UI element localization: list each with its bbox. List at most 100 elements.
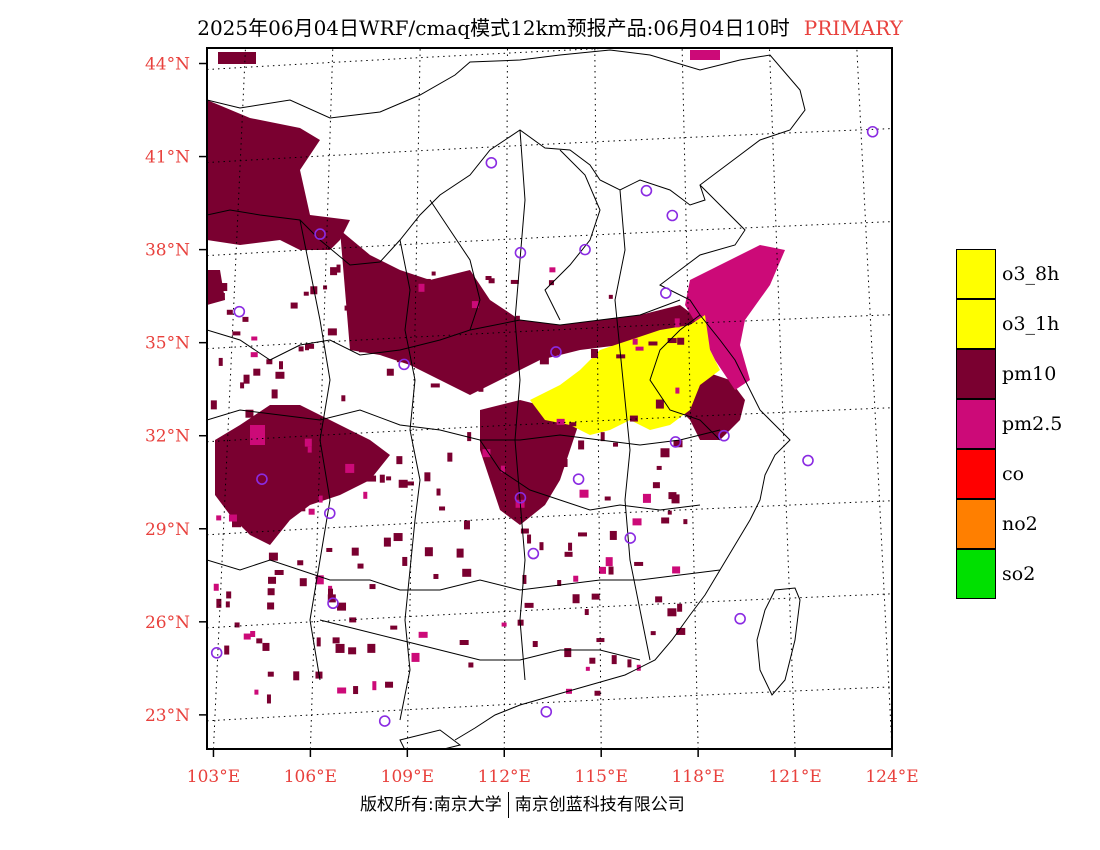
pollution-pixel bbox=[342, 460, 351, 468]
meridian-109 bbox=[406, 48, 421, 749]
pollution-pixel bbox=[673, 440, 683, 448]
station-marker bbox=[540, 705, 553, 718]
pollution-pixel bbox=[585, 666, 590, 671]
pollution-pixel bbox=[242, 316, 249, 322]
pollution-pixel bbox=[316, 637, 321, 647]
lat-label-26: 26°N bbox=[145, 613, 190, 633]
pollution-pixel bbox=[432, 326, 442, 334]
pollution-pixel bbox=[424, 472, 431, 482]
pollution-pixel bbox=[471, 301, 479, 309]
pollution-pixel bbox=[594, 690, 601, 696]
pollution-pixel bbox=[315, 575, 324, 585]
pollution-pixel bbox=[372, 681, 377, 691]
pollution-pixel bbox=[228, 514, 237, 522]
pollution-pixel bbox=[262, 642, 270, 651]
pollution-pixel bbox=[584, 609, 589, 616]
pollution-pixel bbox=[259, 462, 269, 468]
pollution-pixel bbox=[299, 503, 306, 512]
pollution-pixel bbox=[337, 602, 347, 611]
pollution-pixel bbox=[234, 622, 240, 628]
station-marker bbox=[669, 436, 682, 448]
meridian-121 bbox=[768, 48, 796, 749]
pollution-pixel bbox=[539, 542, 544, 551]
pollution-pixel bbox=[274, 569, 284, 575]
copyright-notice: 版权所有:南京大学 南京创蓝科技有限公司 bbox=[360, 790, 685, 818]
station-marker bbox=[514, 246, 527, 259]
pollution-pixel bbox=[468, 662, 474, 668]
pollution-pixel bbox=[539, 454, 549, 463]
pollution-pixel bbox=[577, 532, 587, 537]
pollution-pixel bbox=[218, 283, 228, 292]
pollution-pixel bbox=[524, 602, 534, 608]
pollution-pixel bbox=[398, 479, 408, 488]
pollution-pixel bbox=[332, 637, 340, 644]
lat-label-32: 32°N bbox=[145, 427, 190, 447]
pollution-pixel bbox=[591, 593, 600, 600]
pollution-pixel bbox=[611, 655, 617, 665]
pollution-pixel bbox=[298, 346, 304, 352]
station-marker bbox=[327, 597, 339, 610]
pollution-pixel bbox=[326, 547, 333, 552]
parallel-44 bbox=[207, 48, 622, 71]
pollution-pixel bbox=[573, 575, 579, 582]
pollution-pixel bbox=[358, 348, 364, 353]
pollution-pixel bbox=[379, 474, 385, 483]
pollution-pixel bbox=[386, 368, 394, 376]
pollution-pixel bbox=[655, 399, 664, 409]
pollution-pixel bbox=[275, 462, 282, 471]
pollution-pixel bbox=[467, 432, 472, 442]
pollution-pixel bbox=[532, 641, 538, 648]
pollution-pixel bbox=[522, 484, 530, 493]
station-marker bbox=[866, 125, 879, 138]
pollution-pixel bbox=[605, 557, 613, 567]
pollution-pixel bbox=[564, 551, 573, 557]
legend-label: no2 bbox=[1002, 513, 1038, 535]
station-marker bbox=[314, 228, 326, 240]
pollution-pixel bbox=[216, 515, 222, 521]
pollution-pixel bbox=[435, 343, 445, 353]
latitude-labels: 44°N 41°N 38°N 35°N 32°N 29°N 26°N 23°N bbox=[145, 55, 190, 726]
pollution-pixel bbox=[237, 456, 244, 462]
station-marker bbox=[527, 547, 540, 560]
parallel-26 bbox=[207, 593, 892, 629]
pollution-pixel bbox=[439, 506, 446, 511]
pollution-pixel bbox=[660, 448, 670, 458]
lat-label-44: 44°N bbox=[145, 55, 190, 75]
pollution-pixel bbox=[218, 442, 223, 450]
pollution-pixel bbox=[609, 530, 617, 540]
pollution-pixel bbox=[344, 305, 353, 311]
pollution-pixel bbox=[323, 285, 328, 290]
lat-label-41: 41°N bbox=[145, 148, 190, 168]
pollution-pixel bbox=[561, 458, 568, 467]
pm10-top-patch bbox=[218, 52, 256, 64]
pollution-pixel bbox=[456, 548, 464, 558]
legend-label: pm10 bbox=[1002, 363, 1057, 385]
station-marker bbox=[398, 358, 410, 371]
pollution-pixel bbox=[335, 643, 345, 653]
pollution-pixel bbox=[398, 315, 405, 324]
graticule bbox=[207, 48, 892, 749]
pollution-pixel bbox=[436, 488, 441, 496]
pollution-pixel bbox=[424, 547, 433, 557]
parallel-29 bbox=[207, 500, 892, 536]
pollution-pixel bbox=[667, 338, 677, 344]
pollution-pixel bbox=[408, 306, 415, 312]
legend-item-pm10: pm10 bbox=[956, 349, 1096, 399]
legend-swatch bbox=[956, 299, 996, 349]
lon-label-118: 118°E bbox=[671, 767, 724, 787]
pollution-pixel bbox=[655, 596, 663, 603]
pollution-pixel bbox=[598, 566, 606, 574]
axis-ticks bbox=[199, 62, 893, 757]
pollution-pixel bbox=[421, 278, 431, 285]
pollution-pixel bbox=[351, 547, 359, 556]
pollution-pixel bbox=[518, 326, 527, 331]
pollution-pixel bbox=[482, 449, 491, 458]
pollution-pixel bbox=[363, 491, 368, 499]
lat-label-38: 38°N bbox=[145, 241, 190, 261]
pollution-pixel bbox=[463, 520, 470, 530]
pollution-pixel bbox=[341, 395, 346, 402]
pollution-pixel bbox=[224, 645, 230, 655]
pollution-pixel bbox=[369, 584, 376, 590]
lon-label-124: 124°E bbox=[865, 767, 918, 787]
pollution-pixel bbox=[511, 439, 521, 449]
